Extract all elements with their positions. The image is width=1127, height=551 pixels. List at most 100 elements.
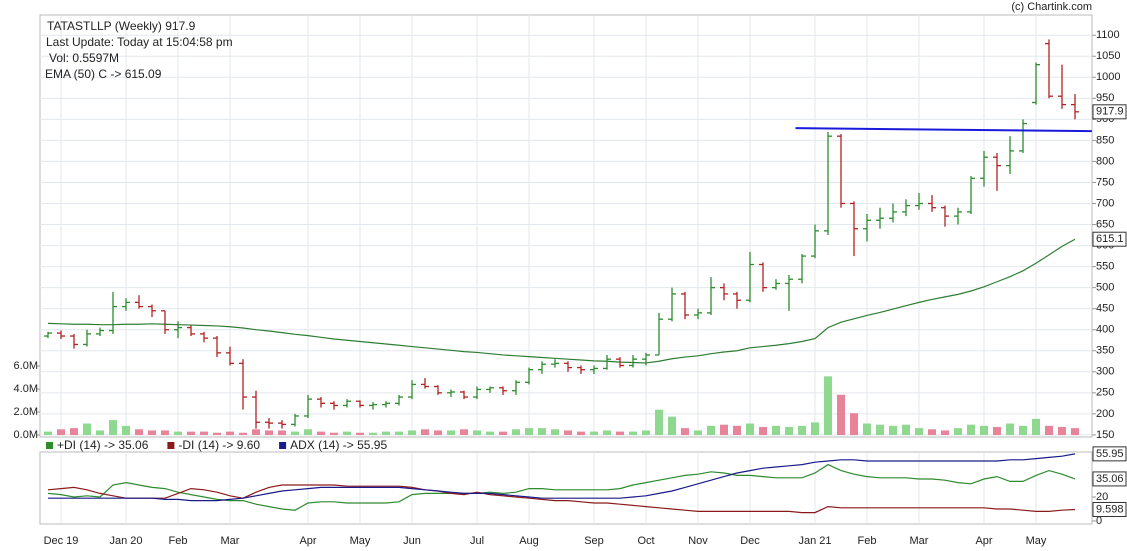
volume-bar <box>746 423 754 436</box>
volume-bar <box>733 425 741 436</box>
x-tick-label: Jan 21 <box>798 535 831 547</box>
volume-bar <box>44 431 52 436</box>
volume-bar <box>109 420 117 436</box>
volume-bar <box>915 428 923 436</box>
volume-bar <box>83 423 91 436</box>
y-tick-label: 300 <box>1096 366 1114 378</box>
x-tick-label: Jul <box>470 535 484 547</box>
x-tick-label: Aug <box>519 535 539 547</box>
legend-swatch <box>279 442 287 449</box>
x-tick-label: Sep <box>584 535 604 547</box>
volume-bar <box>499 431 507 436</box>
indicator-last-box <box>1092 471 1127 487</box>
x-tick-label: Dec <box>740 535 760 547</box>
volume-bar <box>135 429 143 436</box>
x-tick-label: Apr <box>975 535 992 547</box>
indicator-last: 55.95 <box>1096 448 1124 460</box>
volume-bar <box>278 430 286 436</box>
volume-bar <box>1019 425 1027 436</box>
volume-bar <box>1045 425 1053 436</box>
x-tick-label: Nov <box>688 535 708 547</box>
x-tick-label: Jun <box>403 535 421 547</box>
volume-bar <box>148 430 156 436</box>
volume-bar <box>330 432 338 436</box>
y-tick-label: 1000 <box>1096 71 1120 83</box>
volume-bar <box>876 424 884 436</box>
legend-label: ADX (14) -> 55.95 <box>290 438 387 452</box>
volume-bar <box>434 430 442 436</box>
indicator-tick-label: 20 <box>1096 491 1108 503</box>
volume-bar <box>343 431 351 436</box>
x-tick-label: Feb <box>169 535 188 547</box>
volume-bar <box>408 430 416 436</box>
volume-bar <box>486 431 494 436</box>
volume-bar <box>668 416 676 436</box>
volume-bar <box>811 422 819 436</box>
volume-bar <box>70 428 78 436</box>
trendline <box>795 127 1092 133</box>
indicator-tick-label: 0 <box>1096 515 1102 527</box>
volume-bar <box>681 428 689 436</box>
volume-bar <box>538 428 546 436</box>
last-ema-box <box>1092 231 1127 247</box>
volume-bar <box>265 430 273 436</box>
volume-tick-label: 6.0M <box>14 360 38 372</box>
volume-bar <box>161 430 169 436</box>
ema-line <box>47 238 1076 364</box>
y-tick-label: 850 <box>1096 134 1114 146</box>
volume-bar <box>837 394 845 436</box>
y-tick-label: 450 <box>1096 303 1114 315</box>
y-tick-label: 550 <box>1096 261 1114 273</box>
volume-bar <box>993 426 1001 436</box>
volume-bar <box>213 432 221 436</box>
volume-bar <box>720 424 728 436</box>
volume-bar <box>96 430 104 436</box>
y-tick-label: 650 <box>1096 218 1114 230</box>
volume-bar <box>980 425 988 436</box>
volume-bar <box>564 430 572 436</box>
volume-tick-label: 2.0M <box>14 406 38 418</box>
legend-label: +DI (14) -> 35.06 <box>57 438 149 452</box>
volume-bar <box>421 429 429 436</box>
volume-bar <box>902 424 910 436</box>
volume-bar <box>187 431 195 436</box>
price-panel <box>39 14 1093 438</box>
indicator-last-box <box>1092 446 1127 462</box>
y-tick-label: 750 <box>1096 176 1114 188</box>
indicator-line <box>48 453 1076 502</box>
last-price: 917.9 <box>1096 106 1124 118</box>
volume-bar <box>252 429 260 436</box>
volume-bar <box>707 425 715 436</box>
x-tick-label: Feb <box>858 535 877 547</box>
volume-text: Vol: 0.5597M <box>49 51 119 65</box>
volume-bar <box>889 425 897 436</box>
volume-tick-label: 4.0M <box>14 383 38 395</box>
volume-bar <box>590 431 598 436</box>
chart-title: TATASTLLP (Weekly) 917.9 <box>47 19 196 33</box>
volume-bar <box>200 431 208 436</box>
volume-bar <box>694 430 702 436</box>
volume-bar <box>850 413 858 436</box>
last-price-box <box>1092 104 1127 120</box>
volume-bar <box>785 426 793 436</box>
y-tick-label: 950 <box>1096 92 1114 104</box>
volume-bar <box>382 431 390 436</box>
volume-tick-label: 0.0M <box>14 429 38 441</box>
volume-bar <box>57 429 65 436</box>
volume-bar <box>239 432 247 436</box>
y-tick-label: 250 <box>1096 387 1114 399</box>
volume-bar <box>603 430 611 436</box>
legend-label: -DI (14) -> 9.60 <box>178 438 260 452</box>
volume-bar <box>122 425 130 436</box>
volume-bar <box>941 430 949 436</box>
last-update: Last Update: Today at 15:04:58 pm <box>46 35 233 49</box>
x-tick-label: May <box>1026 535 1047 547</box>
credit: (c) Chartink.com <box>1011 1 1092 13</box>
volume-bar <box>317 431 325 436</box>
x-tick-label: Oct <box>637 535 654 547</box>
volume-bar <box>798 425 806 436</box>
legend-swatch <box>46 442 53 449</box>
x-tick-label: Jan 20 <box>109 535 142 547</box>
volume-bar <box>512 429 520 436</box>
